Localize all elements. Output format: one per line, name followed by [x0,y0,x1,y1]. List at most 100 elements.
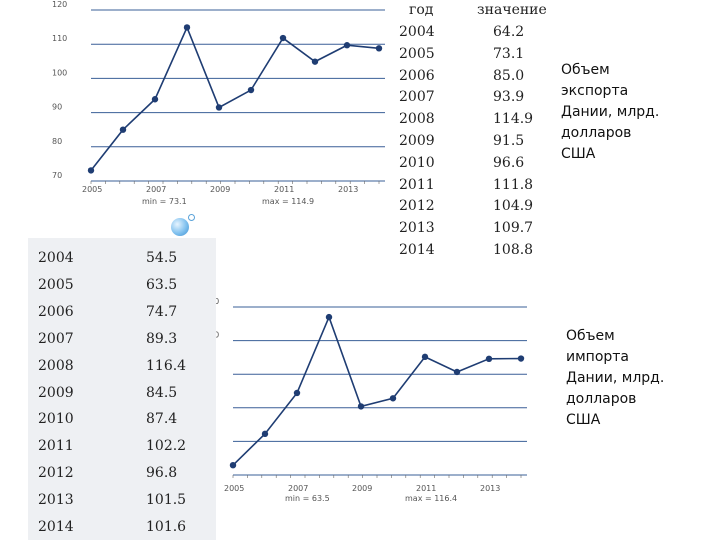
data-point [485,355,493,362]
import-caption: Объем импорта Дании, млрд. долларов США [566,326,664,431]
y-tick-label: 100 [52,68,67,77]
y-tick-label: 110 [52,34,67,43]
export-table-header-year: год [409,2,434,18]
import-table-year: 2012 [38,465,74,482]
export-table-year: 2010 [399,154,435,171]
data-point [183,24,191,31]
export-table: год значение 2004 2005 2006 2007 2008 2009 201… [395,2,565,262]
import-caption-line: США [566,412,601,428]
data-point [517,355,525,362]
import-table-year: 2004 [38,250,74,266]
import-caption-line: Объем [566,328,615,344]
data-point [421,353,429,361]
max-label: max = 114.9 [262,197,314,206]
x-tick-label: 2007 [146,185,166,194]
import-table-row: 2008 116.4 [28,354,216,381]
import-table-value: 74.7 [146,303,178,320]
x-tick-label: 2005 [224,484,244,493]
data-point [229,462,237,469]
import-table-row: 2005 63.5 [28,273,216,300]
min-label: min = 73.1 [142,197,187,206]
decorative-ball [171,218,189,236]
export-table-header-value: значение [477,2,547,18]
export-table-value: 93.9 [493,89,525,106]
export-table-year: 2006 [399,67,435,84]
import-table-value: 101.5 [146,492,187,509]
data-point [247,86,255,94]
export-table-value: 109.7 [493,220,534,237]
export-table-value: 64.2 [493,24,525,40]
import-table-row: 2011 102.2 [28,434,216,461]
import-table-row: 2012 96.8 [28,461,216,488]
y-tick-label: 120 [52,0,67,9]
data-point [375,45,383,52]
export-table-year: 2005 [399,45,435,62]
data-point [279,34,287,42]
import-table-row: 2010 87.4 [28,407,216,434]
export-caption-line: Дании, млрд. [561,104,660,120]
import-table-year: 2006 [38,303,74,320]
import-table-row: 2013 101.5 [28,488,216,515]
import-table: 2004 54.5 2005 63.5 2006 74.7 2007 89.3 2008 116.… [28,238,216,540]
export-caption-line: США [561,146,596,162]
export-table-year: 2012 [399,198,435,215]
export-table-value: 91.5 [493,132,525,149]
import-table-year: 2009 [38,384,74,401]
import-table-year: 2008 [38,357,74,374]
data-point [357,403,365,410]
import-caption-line: Дании, млрд. [566,370,665,386]
import-table-value: 102.2 [146,438,187,455]
y-tick-label: 80 [52,137,62,146]
data-point [119,126,127,133]
export-table-year: 2008 [399,111,435,128]
export-caption-line: долларов [561,125,632,141]
import-table-row: 2014 101.6 [28,515,216,542]
import-table-year: 2007 [38,330,74,347]
export-table-values: 64.2 73.1 85.0 93.9 114.9 91.5 96.6 111.8 104.9 1… [493,24,533,264]
import-caption-line: импорта [566,349,629,365]
data-point [343,42,351,49]
import-table-year: 2005 [38,276,74,293]
export-table-year: 2013 [399,220,435,237]
export-table-year: 2011 [399,176,435,193]
export-caption-line: Объем [561,62,610,78]
export-table-year: 2004 [399,24,435,40]
export-line-chart: 120 110 100 90 80 70 2005 2007 2009 2011 2013 min =… [52,0,385,206]
x-tick-label: 2007 [288,484,308,493]
import-line-chart: 1201009684726020052007200920112013min = … [204,297,527,503]
y-tick-label: 90 [52,103,62,112]
import-caption-line: долларов [566,391,637,407]
series-line [90,25,380,171]
x-tick-label: 2011 [416,484,436,493]
decorative-small-ball [188,214,195,221]
export-table-value: 108.8 [493,241,534,258]
export-table-value: 104.9 [493,198,534,215]
data-point [311,58,319,65]
export-caption-line: экспорта [561,83,629,99]
export-table-value: 85.0 [493,67,525,84]
import-table-value: 84.5 [146,384,178,401]
x-tick-label: 2013 [338,185,358,194]
data-point [293,389,301,397]
import-table-row: 2006 74.7 [28,300,216,327]
import-table-value: 89.3 [146,330,178,347]
import-table-year: 2010 [38,411,74,428]
import-table-year: 2014 [38,519,74,535]
import-table-year: 2013 [38,492,74,509]
export-caption: Объем экспорта Дании, млрд. долларов США [561,60,659,165]
x-tick-label: 2013 [480,484,500,493]
import-table-value: 96.8 [146,465,178,482]
data-point [215,104,223,111]
x-tick-label: 2009 [210,185,230,194]
data-point [151,96,159,103]
export-table-year: 2009 [399,132,435,149]
max-label: max = 116.4 [405,494,457,503]
data-point [389,395,397,402]
export-table-year: 2014 [399,241,435,258]
import-table-value: 54.5 [146,250,178,266]
import-table-row: 2007 89.3 [28,327,216,354]
x-tick-label: 2005 [82,185,102,194]
export-table-year: 2007 [399,89,435,106]
export-table-value: 111.8 [493,176,534,193]
data-point [87,167,95,174]
